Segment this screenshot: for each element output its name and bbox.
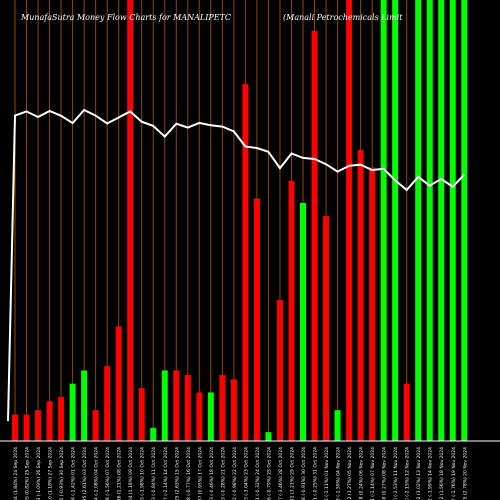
x-tick-label: 75.25 (2.61%) 03 Oct 2024 (82, 447, 88, 500)
x-tick-label: 68.91 (3.21%) 29 Oct 2024 (289, 447, 295, 500)
bar-39 (461, 0, 468, 441)
x-tick-label: 72.12 (-0.98%) 22 Oct 2024 (232, 447, 238, 500)
chart-subtitle: (Manali Petrochemicals Limit (283, 13, 403, 22)
bar-36 (426, 0, 433, 441)
bar-34 (403, 383, 410, 441)
x-tick-label: 68.11 (-0.25%) 31 Oct 2024 (313, 447, 319, 500)
bar-3 (46, 401, 53, 441)
bar-6 (81, 370, 88, 441)
x-tick-label: 66.28 (-1.59%) 04 Nov 2024 (336, 447, 342, 500)
bar-30 (357, 149, 364, 441)
bar-8 (104, 366, 111, 441)
bar-15 (184, 374, 191, 441)
x-tick-label: 69.71 (-0.32%) 24 Oct 2024 (255, 447, 261, 500)
x-tick-label: 65.52 (3.02%) 13 Nov 2024 (416, 447, 422, 500)
bar-18 (219, 374, 226, 441)
bar-13 (161, 370, 168, 441)
x-tick-label: 66.51 (-1.14%) 07 Nov 2024 (370, 447, 376, 500)
bar-14 (173, 370, 180, 441)
bar-19 (230, 379, 237, 441)
x-tick-label: 73.28 (-1.56%) 07 Oct 2024 (105, 447, 111, 500)
bar-17 (207, 392, 214, 441)
x-tick-label: 71.37 (-2.14%) 14 Oct 2024 (163, 447, 169, 500)
chart-title: MunafaSutra Money Flow Charts for MANALI… (21, 13, 232, 22)
x-tick-label: 74.44 (1.84%) 24 Sep 2024 (13, 447, 19, 500)
x-tick-label: 74.23 (-1.09%) 26 Sep 2024 (36, 447, 42, 500)
x-tick-label: 66.77 (-3.46%) 28 Oct 2024 (278, 447, 284, 500)
x-tick-label: 65.00 (-2.53%) 11 Nov 2024 (393, 447, 399, 500)
bar-31 (369, 167, 376, 441)
bar-21 (253, 198, 260, 441)
x-tick-label: 73.55 (-1.98%) 10 Oct 2024 (140, 447, 146, 500)
x-tick-label: 74.16 (1.21%) 08 Oct 2024 (117, 447, 123, 500)
bar-1 (23, 414, 30, 441)
bar-2 (35, 410, 42, 441)
bar-9 (115, 326, 122, 441)
x-tick-label: 63.60 (-2.15%) 12 Nov 2024 (405, 447, 411, 500)
bar-16 (196, 392, 203, 441)
x-tick-label: 66.69 (0.27%) 08 Nov 2024 (382, 447, 388, 500)
x-tick-label: 65.85 (2.78%) 20 Nov 2024 (462, 447, 468, 500)
bar-24 (288, 180, 295, 441)
x-tick-label: 72.93 (-0.84%) 11 Oct 2024 (151, 447, 157, 500)
bar-32 (380, 0, 387, 441)
bar-25 (300, 202, 306, 441)
x-tick-label: 67.35 (-1.11%) 01 Nov 2024 (324, 447, 330, 500)
bar-5 (69, 383, 76, 441)
price-line (7, 108, 466, 422)
bar-4 (58, 396, 65, 441)
x-tick-label: 73.25 (2.63%) 15 Oct 2024 (174, 447, 180, 500)
x-tick-label: 75.10 (1.18%) 27 Sep 2024 (48, 447, 54, 500)
x-tick-labels: 74.44 (1.84%) 24 Sep 2024 75.05 (0.82%) 2… (13, 447, 468, 500)
x-tick-label: 67.28 (0.24%) 06 Nov 2024 (359, 447, 365, 500)
bar-33 (392, 0, 399, 441)
x-tick-label: 73.37 (0.95%) 17 Oct 2024 (197, 447, 203, 500)
x-tick-label: 73.03 (-0.46%) 18 Oct 2024 (209, 447, 215, 500)
x-tick-label: 69.93 (-3.04%) 23 Oct 2024 (243, 447, 249, 500)
x-tick-label: 64.22 (-1.99%) 14 Nov 2024 (428, 447, 434, 500)
x-tick-label: 65.22 (1.56%) 18 Nov 2024 (439, 447, 445, 500)
x-tick-label: 68.28 (-0.91%) 30 Oct 2024 (301, 447, 307, 500)
x-tick-label: 72.83 (-0.28%) 21 Oct 2024 (220, 447, 226, 500)
bar-27 (323, 216, 330, 441)
x-tick-label: 69.16 (-0.79%) 25 Oct 2024 (266, 447, 272, 500)
bar-23 (276, 299, 283, 441)
bar-35 (415, 0, 422, 441)
bar-29 (346, 0, 353, 441)
bar-22 (265, 432, 272, 441)
x-tick-label: 74.44 (-1.08%) 04 Oct 2024 (94, 447, 100, 500)
x-tick-label: 75.05 (0.82%) 25 Sep 2024 (25, 447, 31, 500)
bar-11 (138, 388, 145, 441)
x-tick-label: 73.34 (-1.42%) 01 Oct 2024 (71, 447, 77, 500)
bars (12, 0, 468, 442)
bar-10 (127, 0, 134, 441)
bar-28 (334, 410, 341, 441)
bar-20 (242, 83, 249, 441)
x-tick-label: 75.04 (1.18%) 09 Oct 2024 (128, 447, 134, 500)
x-tick-label: 64.07 (-1.76%) 19 Nov 2024 (451, 447, 457, 500)
bar-7 (92, 410, 99, 441)
bar-37 (438, 0, 445, 441)
x-tick-label: 74.40 (-0.93%) 30 Sep 2024 (59, 447, 65, 500)
x-tick-label: 72.68 (-0.77%) 16 Oct 2024 (186, 447, 192, 500)
x-tick-label: 67.12 (1.27%) 05 Nov 2024 (347, 447, 353, 500)
bar-12 (150, 427, 157, 441)
bar-26 (311, 30, 318, 442)
bar-0 (12, 414, 18, 441)
bar-38 (449, 0, 456, 441)
